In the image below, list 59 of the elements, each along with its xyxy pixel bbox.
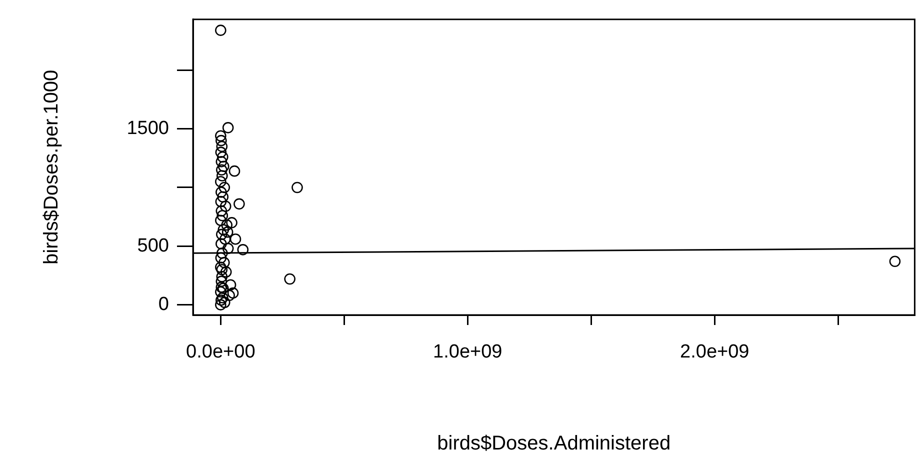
point — [220, 266, 232, 278]
point — [218, 160, 230, 172]
point — [218, 296, 230, 308]
point — [226, 217, 238, 228]
point — [216, 248, 228, 259]
point — [292, 182, 303, 194]
point — [216, 238, 227, 250]
point — [216, 292, 228, 304]
point — [216, 276, 228, 287]
y-axis-title: birds$Doses.per.1000 — [40, 70, 63, 264]
point — [220, 200, 232, 212]
point — [234, 198, 245, 210]
point — [237, 244, 249, 256]
y-tick-label: 0 — [158, 294, 169, 316]
point — [216, 228, 228, 240]
point — [216, 156, 228, 168]
point — [284, 273, 296, 285]
point — [215, 299, 226, 310]
point — [222, 122, 234, 134]
point — [222, 226, 234, 238]
point — [228, 165, 240, 177]
y-tick-label: 1500 — [126, 118, 169, 140]
x-tick-label: 2.0e+09 — [680, 342, 750, 363]
point — [215, 262, 226, 273]
point — [216, 164, 228, 176]
point — [224, 279, 236, 291]
point — [222, 242, 234, 254]
point — [221, 219, 232, 231]
x-axis-title: birds$Doses.Administered — [437, 432, 671, 455]
point — [215, 286, 226, 298]
point — [216, 264, 228, 276]
point — [216, 134, 227, 146]
point — [230, 233, 242, 245]
point — [216, 270, 228, 282]
point — [216, 170, 228, 182]
point — [219, 233, 231, 245]
point — [216, 210, 228, 222]
point — [215, 196, 227, 208]
point — [224, 290, 235, 302]
point — [215, 130, 226, 142]
point — [218, 224, 230, 236]
x-tick-label: 0.0e+00 — [186, 342, 256, 363]
point — [218, 182, 230, 194]
point — [215, 176, 226, 188]
point — [216, 151, 228, 163]
point — [216, 140, 228, 152]
point — [215, 24, 226, 36]
point — [217, 191, 229, 203]
point — [227, 287, 239, 299]
x-tick-label: 1.0e+09 — [433, 342, 502, 363]
point — [215, 214, 226, 226]
y-tick-label: 500 — [137, 235, 169, 256]
point — [889, 256, 901, 268]
point — [218, 256, 230, 268]
point — [216, 294, 227, 306]
point — [216, 205, 228, 217]
point — [216, 186, 227, 198]
point — [215, 252, 227, 264]
point — [215, 146, 227, 158]
